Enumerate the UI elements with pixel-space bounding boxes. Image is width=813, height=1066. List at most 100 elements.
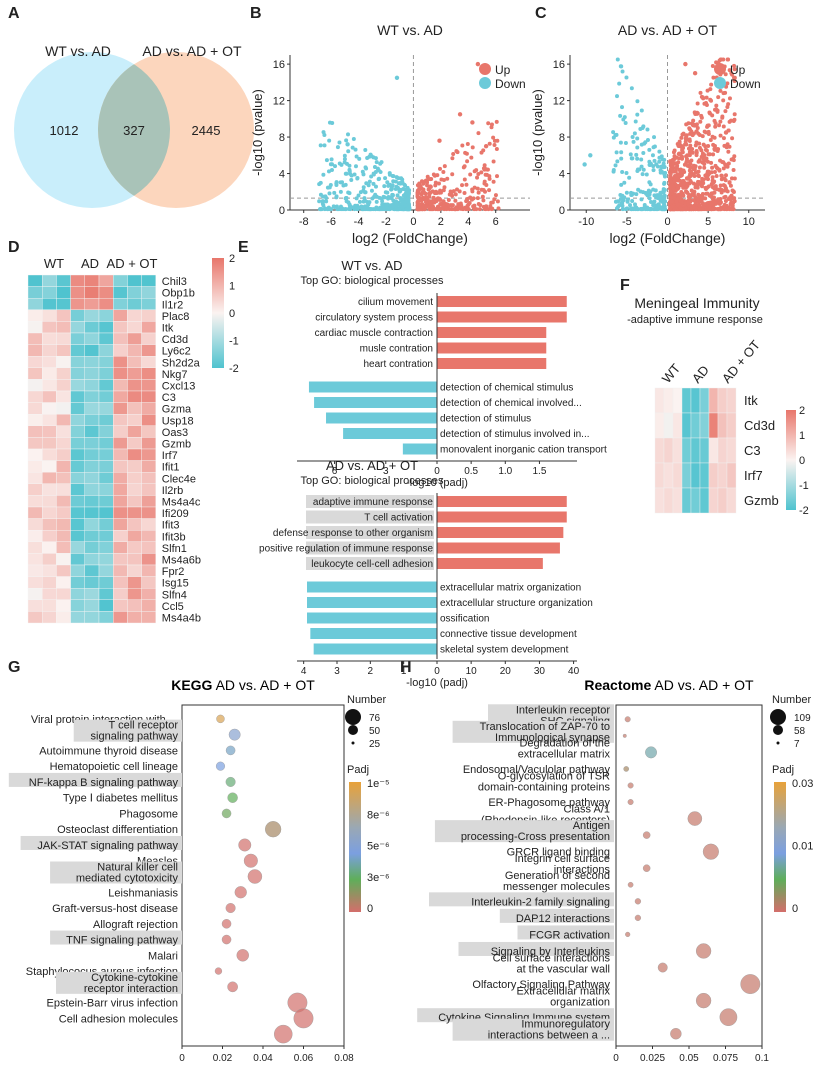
heatmap-d-cell bbox=[141, 321, 157, 334]
heatmap-d-cell bbox=[27, 518, 43, 531]
heatmap-d-cell bbox=[56, 344, 71, 357]
volcano-b-title: WT vs. AD bbox=[377, 22, 443, 38]
heatmap-f-cell bbox=[717, 437, 728, 464]
volcano-b-legend-up-swatch bbox=[479, 63, 491, 75]
heatmap-d-cell bbox=[84, 506, 100, 519]
volcano-c-point bbox=[692, 71, 698, 76]
kegg-term-label: Leishmaniasis bbox=[108, 887, 178, 899]
volcano-b-point bbox=[327, 120, 332, 125]
kegg-xtick-label: 0 bbox=[179, 1053, 185, 1064]
volcano-c-point bbox=[645, 137, 650, 142]
volcano-c-ytick-label: 8 bbox=[559, 132, 565, 144]
kegg-term-label: Osteoclast differentiation bbox=[57, 824, 178, 836]
go-wt-up-term: circulatory system process bbox=[315, 313, 433, 324]
kegg-bubble bbox=[225, 776, 236, 787]
heatmap-d-cell bbox=[84, 518, 100, 531]
heatmap-d-gene-label: Cxcl13 bbox=[162, 381, 196, 393]
volcano-c-point bbox=[703, 173, 708, 178]
volcano-c-point bbox=[714, 174, 719, 179]
heatmap-d-cell bbox=[141, 437, 157, 450]
heatmap-d-cell bbox=[127, 298, 142, 311]
reactome-term-label: Olfactory Signaling Pathway bbox=[472, 979, 610, 991]
reactome-bubble bbox=[642, 864, 651, 872]
reactome-term-label: GRCR ligand binding bbox=[507, 847, 610, 859]
volcano-b-point bbox=[449, 190, 454, 195]
volcano-c-point bbox=[730, 136, 735, 141]
heatmap-d-cell bbox=[84, 448, 100, 461]
volcano-c-point bbox=[624, 190, 629, 195]
reactome-bubble bbox=[740, 974, 761, 994]
heatmap-d-gene-label: Oas3 bbox=[162, 427, 188, 439]
volcano-b-point bbox=[354, 196, 359, 201]
volcano-c-point bbox=[708, 87, 713, 92]
heatmap-d-cell bbox=[70, 402, 85, 415]
volcano-c-point bbox=[673, 169, 678, 174]
reactome-term-label: organization bbox=[550, 997, 610, 1009]
volcano-b-point bbox=[449, 207, 454, 212]
heatmap-d-cell bbox=[112, 425, 128, 438]
volcano-b-point bbox=[403, 203, 408, 208]
volcano-b-point bbox=[434, 199, 439, 204]
heatmap-d-cell bbox=[70, 541, 85, 554]
volcano-c-point bbox=[721, 124, 726, 129]
volcano-c-point bbox=[617, 203, 622, 208]
volcano-b-point bbox=[481, 198, 486, 203]
heatmap-d-cell bbox=[98, 495, 114, 508]
heatmap-d-cell bbox=[56, 379, 71, 392]
volcano-b-point bbox=[390, 183, 395, 188]
reactome-bubble bbox=[695, 943, 712, 959]
go-ot-title: AD vs. AD + OT bbox=[326, 458, 418, 473]
volcano-b-point bbox=[356, 193, 361, 198]
heatmap-d-gene-label: Ms4a4b bbox=[162, 613, 201, 625]
volcano-c-point bbox=[687, 150, 692, 155]
venn-overlap bbox=[98, 52, 170, 208]
kegg-bubble bbox=[234, 886, 247, 899]
heatmap-d-cell bbox=[112, 564, 128, 577]
heatmap-d-cell bbox=[84, 402, 100, 415]
go-wt-right-tick-label: 0.5 bbox=[464, 466, 478, 477]
volcano-c-point bbox=[723, 130, 729, 135]
volcano-c-point bbox=[661, 164, 666, 169]
volcano-b-point bbox=[428, 199, 433, 204]
volcano-c-point bbox=[684, 133, 689, 138]
reactome-term-label: Interleukin-2 family signaling bbox=[471, 896, 610, 908]
volcano-c-point bbox=[652, 158, 657, 163]
volcano-c-point bbox=[708, 111, 713, 116]
volcano-b-point bbox=[496, 206, 501, 211]
volcano-c-point bbox=[711, 75, 716, 80]
kegg-label-highlight bbox=[20, 835, 182, 850]
heatmap-d-scale-label: -1 bbox=[229, 336, 239, 348]
volcano-c-point bbox=[713, 163, 718, 168]
volcano-b-xlabel: log2 (FoldChange) bbox=[352, 230, 468, 246]
go-ot-down-bar bbox=[307, 612, 437, 624]
heatmap-d-cell bbox=[70, 460, 85, 473]
volcano-b-point bbox=[373, 184, 378, 189]
volcano-c-point bbox=[615, 159, 620, 164]
heatmap-d-cell bbox=[141, 483, 157, 496]
heatmap-d-cell bbox=[141, 286, 157, 299]
volcano-c-point bbox=[718, 198, 723, 203]
reactome-term-label: ER-Phagosome pathway bbox=[488, 797, 610, 809]
heatmap-d-cell bbox=[84, 588, 100, 601]
heatmap-f-cell bbox=[681, 487, 692, 514]
heatmap-d-cell bbox=[127, 425, 142, 438]
volcano-c-point bbox=[651, 164, 656, 169]
volcano-c-point bbox=[668, 179, 673, 184]
volcano-b-point bbox=[489, 207, 494, 212]
volcano-c-point bbox=[727, 180, 732, 185]
volcano-c-point bbox=[686, 146, 691, 151]
heatmap-d-gene-label: Gzmb bbox=[162, 439, 191, 451]
volcano-b-point bbox=[390, 204, 395, 209]
volcano-c-point bbox=[635, 145, 640, 150]
volcano-c-point bbox=[643, 190, 648, 195]
heatmap-d-cell bbox=[42, 599, 57, 612]
volcano-b-point bbox=[441, 204, 446, 209]
volcano-b-point bbox=[454, 205, 459, 210]
heatmap-d-cell bbox=[27, 448, 43, 461]
heatmap-d-cell bbox=[70, 309, 85, 322]
volcano-c-point bbox=[709, 170, 714, 175]
volcano-b-point bbox=[491, 179, 496, 184]
volcano-c-xtick-label: -5 bbox=[622, 216, 632, 228]
heatmap-d-cell bbox=[27, 379, 43, 392]
volcano-b-point bbox=[346, 149, 351, 154]
